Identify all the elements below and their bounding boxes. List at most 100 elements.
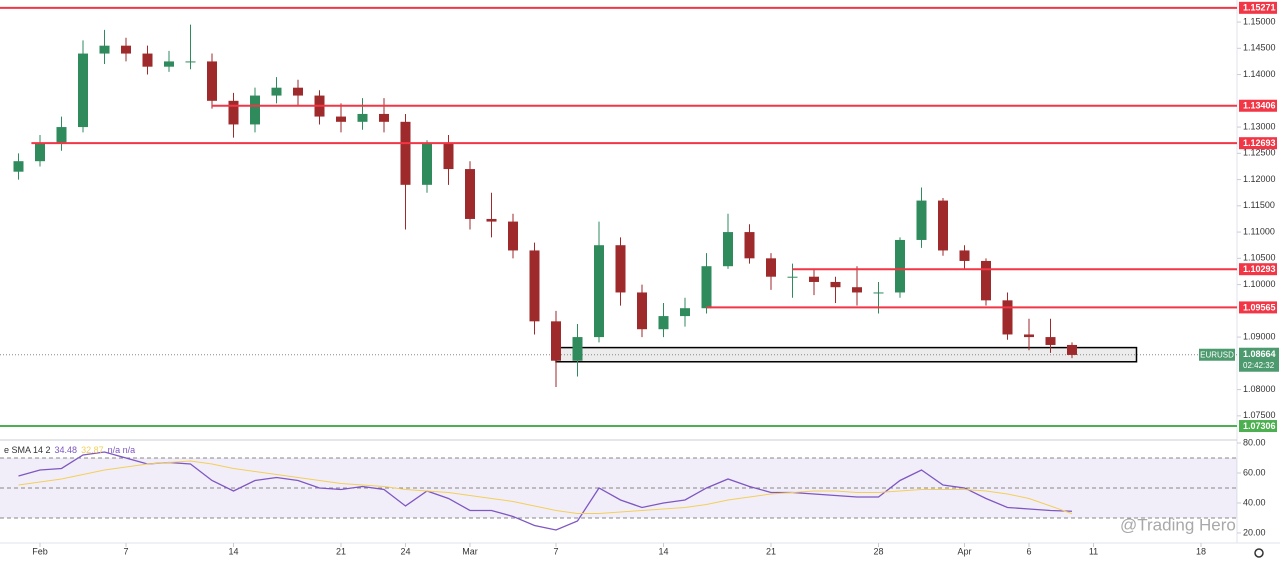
level-label-box: [1239, 301, 1277, 314]
level-label-box: [1239, 263, 1277, 276]
gear[interactable]: [1254, 548, 1264, 558]
symbol-box: [1199, 348, 1235, 361]
candle-body: [529, 250, 540, 322]
indicator-header-part: 32.87: [81, 445, 104, 455]
x-tick-label: Mar: [462, 546, 478, 556]
y-tick-label: 1.11000: [1243, 226, 1275, 236]
candle-body: [486, 218, 497, 222]
indicator-line: [18, 460, 1073, 515]
candle-body: [959, 250, 970, 261]
y-tick-label: 1.11500: [1243, 200, 1275, 210]
candle-body: [185, 61, 196, 63]
candle-body: [615, 245, 626, 293]
candle-body: [916, 200, 927, 240]
y-tick-label: 1.08000: [1243, 384, 1276, 394]
x-tick-label: 21: [336, 546, 346, 556]
candle-body: [422, 142, 432, 185]
candle-body: [271, 87, 282, 96]
watermark: @Trading Hero: [1120, 515, 1236, 534]
y-tick-label: 1.14500: [1243, 43, 1276, 53]
x-tick-label: 21: [766, 546, 776, 556]
y-tick-label: 1.09000: [1243, 331, 1276, 341]
x-tick-label: 24: [400, 546, 410, 556]
candle-body: [658, 316, 669, 330]
level-label: 1.10293: [1243, 264, 1276, 274]
candle-body: [594, 245, 604, 338]
candle-body: [680, 308, 690, 317]
symbol-label: EURUSD: [1200, 350, 1234, 359]
candle-body: [787, 276, 798, 278]
x-tick-label: 18: [1196, 546, 1206, 556]
candle-body: [250, 95, 260, 125]
y-tick-label: 1.15000: [1243, 16, 1276, 26]
candle-body: [1002, 300, 1013, 335]
x-tick-label: 14: [228, 546, 238, 556]
x-tick-label: 6: [1026, 546, 1031, 556]
y-tick-label: 1.07500: [1243, 410, 1276, 420]
indicator-line: [18, 451, 1073, 531]
level-label-box: [1239, 99, 1277, 112]
candle-body: [99, 45, 110, 54]
y-tick-label: 1.12500: [1243, 148, 1276, 158]
current-price-label: 1.08664: [1243, 349, 1276, 359]
level-label-box: [1239, 137, 1277, 150]
x-tick-label: Feb: [32, 546, 48, 556]
indicator-header-part: n/a n/a: [108, 445, 136, 455]
candle-body: [637, 292, 647, 330]
candle-body: [293, 87, 303, 96]
y-tick-label: 1.13000: [1243, 121, 1276, 131]
candle-body: [164, 61, 174, 67]
countdown-label: 02:42:32: [1243, 361, 1275, 370]
indicator-tick-label: 40.00: [1243, 497, 1266, 507]
indicator-tick-label: 80.00: [1243, 437, 1266, 447]
candle-body: [78, 53, 88, 128]
level-label: 1.07306: [1243, 421, 1276, 431]
level-label-box: [1239, 420, 1277, 433]
candle-body: [1045, 337, 1056, 345]
settings-icon[interactable]: [1254, 548, 1264, 558]
candle-body: [56, 127, 67, 143]
candle-body: [508, 221, 518, 251]
candle-body: [465, 169, 475, 219]
y-tick-label: 1.12000: [1243, 174, 1276, 184]
x-tick-label: 7: [123, 546, 128, 556]
candle-body: [13, 161, 24, 172]
x-tick-label: 11: [1089, 546, 1098, 556]
candle-body: [379, 113, 389, 122]
indicator-tick-label: 60.00: [1243, 467, 1266, 477]
indicator-tick-label: 20.00: [1243, 527, 1266, 537]
candle-body: [852, 287, 862, 293]
candle-body: [443, 142, 454, 170]
current-price-box: [1239, 347, 1279, 372]
candle-body: [809, 276, 819, 282]
x-tick-label: 14: [658, 546, 668, 556]
x-tick-label: 7: [553, 546, 558, 556]
candle-body: [723, 232, 733, 267]
indicator-header-part: e SMA 14 2: [4, 445, 51, 455]
level-label: 1.12693: [1243, 138, 1276, 148]
candle-body: [551, 321, 561, 361]
candle-body: [830, 281, 841, 288]
candle-body: [938, 200, 948, 251]
level-label: 1.15271: [1243, 3, 1276, 13]
candle-body: [357, 113, 368, 122]
candle-body: [121, 45, 131, 54]
y-tick-label: 1.14000: [1243, 69, 1276, 79]
candle-body: [336, 116, 346, 122]
level-label: 1.09565: [1243, 302, 1276, 312]
indicator-header: e SMA 14 2 34.48 32.87 n/a n/a: [4, 445, 135, 455]
candle-body: [744, 232, 755, 259]
x-tick-label: Apr: [957, 546, 971, 556]
y-tick-label: 1.10500: [1243, 253, 1276, 263]
candle-body: [981, 260, 991, 301]
candle-body: [766, 258, 776, 277]
candle-body: [895, 239, 905, 293]
level-label: 1.13406: [1243, 101, 1276, 111]
candle-body: [1024, 334, 1034, 338]
candle-body: [701, 266, 712, 309]
candle-body: [572, 337, 583, 361]
candle-body: [228, 100, 239, 125]
candle-body: [400, 121, 411, 185]
